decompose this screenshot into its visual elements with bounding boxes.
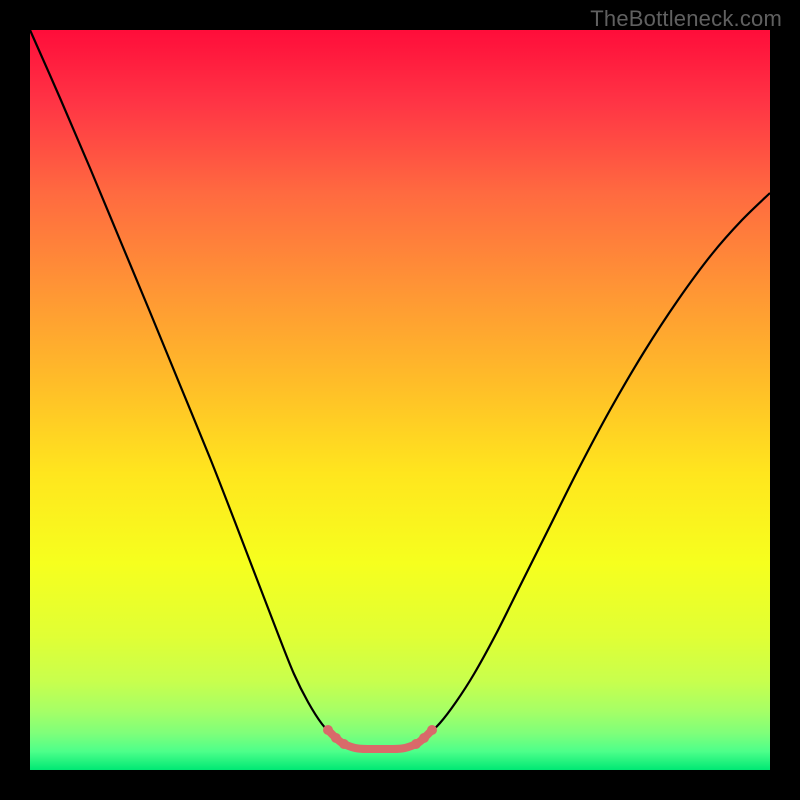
chart-frame: TheBottleneck.com bbox=[0, 0, 800, 800]
plot-area bbox=[30, 30, 770, 770]
watermark-text: TheBottleneck.com bbox=[590, 6, 782, 32]
bottleneck-curve bbox=[30, 30, 770, 770]
v-curve-path bbox=[30, 30, 770, 749]
